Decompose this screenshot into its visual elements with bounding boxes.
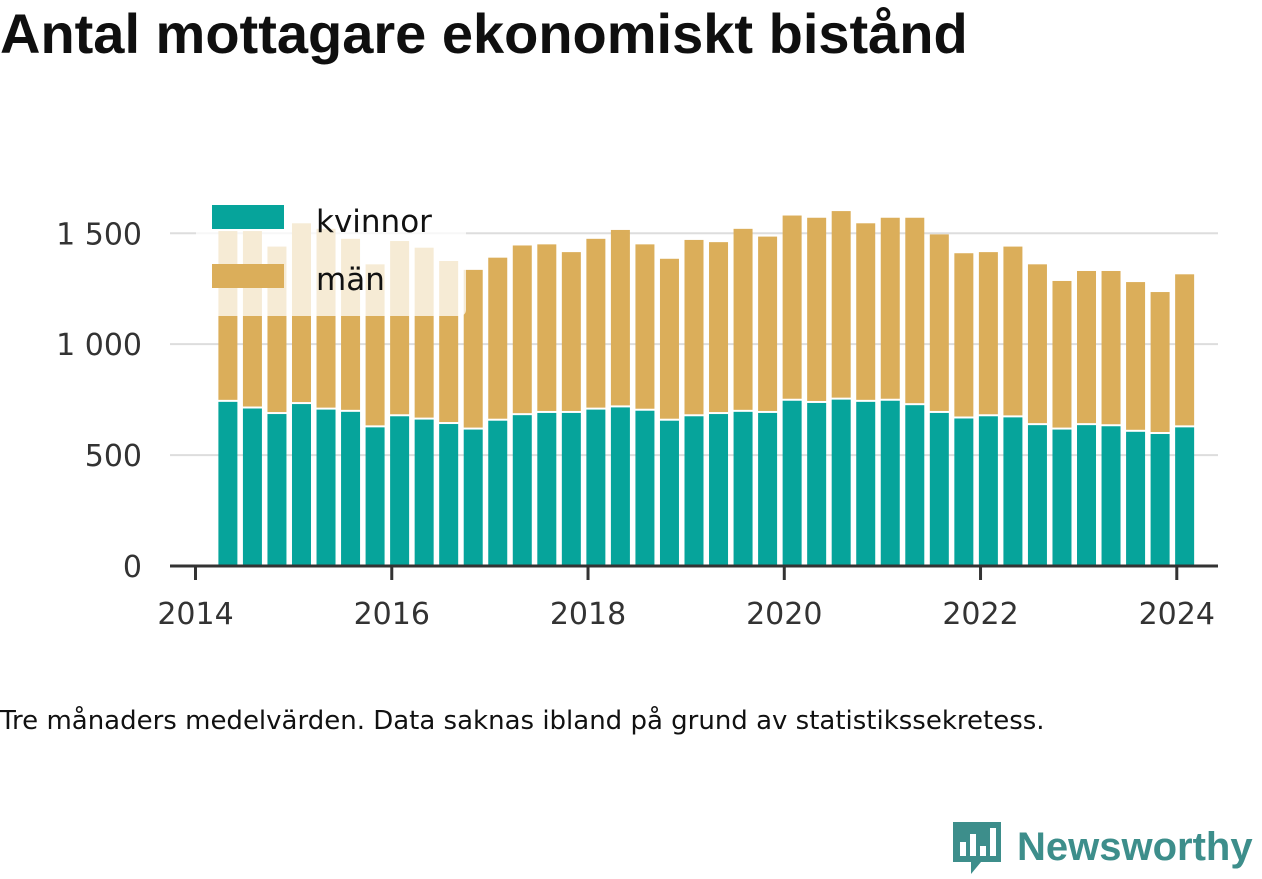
- bar-kvinnor: [218, 401, 238, 566]
- x-tick-label: 2022: [942, 597, 1018, 632]
- bar-kvinnor: [954, 418, 974, 566]
- bar-man: [1175, 274, 1195, 426]
- bars: [218, 211, 1195, 566]
- bar-kvinnor: [610, 407, 630, 566]
- legend-item-man-swatch: [212, 264, 284, 288]
- bar-kvinnor: [684, 416, 704, 566]
- x-tick-label: 2020: [746, 597, 822, 632]
- bar-kvinnor: [390, 416, 410, 566]
- chart-title: Antal mottagare ekonomiskt bistånd: [0, 2, 968, 65]
- bar-kvinnor: [758, 412, 778, 566]
- bar-kvinnor: [414, 419, 434, 566]
- bar-man: [1101, 270, 1121, 425]
- bar-kvinnor: [1150, 434, 1170, 566]
- bar-man: [905, 217, 925, 404]
- bar-kvinnor: [1003, 417, 1023, 566]
- bar-man: [635, 244, 655, 409]
- bar-kvinnor: [1126, 431, 1146, 566]
- legend-item-man-label: män: [316, 262, 385, 298]
- bar-man: [807, 217, 827, 401]
- legend-item-kvinnor-swatch: [212, 205, 284, 229]
- bar-man: [659, 258, 679, 419]
- legend-item-kvinnor-label: kvinnor: [316, 204, 432, 240]
- bar-kvinnor: [586, 409, 606, 566]
- bar-kvinnor: [341, 411, 361, 566]
- bar-kvinnor: [659, 420, 679, 566]
- newsworthy-wordmark: Newsworthy: [1017, 825, 1253, 869]
- bar-man: [856, 223, 876, 400]
- x-tick-label: 2014: [157, 597, 233, 632]
- newsworthy-logo: Newsworthy: [951, 818, 1253, 876]
- bar-kvinnor: [782, 400, 802, 566]
- bar-man: [954, 253, 974, 417]
- bar-man: [488, 257, 508, 419]
- bar-kvinnor: [439, 424, 459, 566]
- bar-man: [880, 217, 900, 399]
- y-tick-label: 1 000: [56, 328, 142, 363]
- bar-kvinnor: [880, 400, 900, 566]
- chart-footnote: Tre månaders medelvärden. Data saknas ib…: [0, 706, 1045, 736]
- bar-kvinnor: [1175, 427, 1195, 566]
- bar-kvinnor: [831, 399, 851, 566]
- bar-man: [561, 252, 581, 411]
- bar-man: [610, 229, 630, 406]
- bar-man: [463, 269, 483, 428]
- y-tick-label: 1 500: [56, 217, 142, 252]
- axes: 2014 2016 2018 2020 2022 2024 0 500 1 000 1 500: [56, 217, 1218, 632]
- bar-kvinnor: [905, 405, 925, 566]
- bar-kvinnor: [978, 416, 998, 566]
- bar-kvinnor: [365, 427, 385, 566]
- bar-kvinnor: [1101, 426, 1121, 566]
- bar-man: [929, 234, 949, 411]
- bar-man: [831, 211, 851, 398]
- y-tick-label: 500: [85, 439, 142, 474]
- bar-man: [1150, 292, 1170, 433]
- bar-kvinnor: [316, 409, 336, 566]
- bar-man: [512, 245, 532, 414]
- stacked-bar-chart: 2014 2016 2018 2020 2022 2024 0 500 1 000 1 500 k…: [56, 186, 1218, 632]
- bar-man: [1126, 282, 1146, 430]
- newsworthy-chart-bubble-icon: [953, 822, 1001, 874]
- bar-man: [684, 239, 704, 415]
- bar-kvinnor: [929, 412, 949, 566]
- bar-man: [1052, 280, 1072, 428]
- bar-kvinnor: [807, 402, 827, 566]
- bar-kvinnor: [537, 412, 557, 566]
- y-tick-label: 0: [123, 550, 142, 585]
- bar-man: [1003, 246, 1023, 416]
- legend: kvinnor män: [196, 186, 466, 316]
- bar-kvinnor: [709, 414, 729, 566]
- bar-kvinnor: [1027, 425, 1047, 566]
- bar-kvinnor: [291, 404, 311, 566]
- x-tick-label: 2018: [550, 597, 626, 632]
- bar-man: [758, 236, 778, 411]
- bar-man: [586, 238, 606, 408]
- bar-kvinnor: [1077, 425, 1097, 566]
- x-tick-label: 2016: [354, 597, 430, 632]
- bar-kvinnor: [561, 412, 581, 566]
- bar-kvinnor: [242, 408, 262, 566]
- x-tick-label: 2024: [1139, 597, 1215, 632]
- bar-kvinnor: [733, 411, 753, 566]
- bar-kvinnor: [635, 410, 655, 566]
- bar-man: [709, 242, 729, 413]
- bar-kvinnor: [856, 401, 876, 566]
- bar-man: [733, 228, 753, 410]
- bar-kvinnor: [267, 414, 287, 566]
- bar-man: [978, 252, 998, 415]
- bar-man: [782, 215, 802, 399]
- bar-kvinnor: [512, 415, 532, 566]
- bar-kvinnor: [488, 420, 508, 566]
- bar-kvinnor: [463, 429, 483, 566]
- bar-man: [537, 244, 557, 411]
- bar-kvinnor: [1052, 429, 1072, 566]
- bar-man: [1077, 270, 1097, 424]
- bar-man: [1027, 264, 1047, 424]
